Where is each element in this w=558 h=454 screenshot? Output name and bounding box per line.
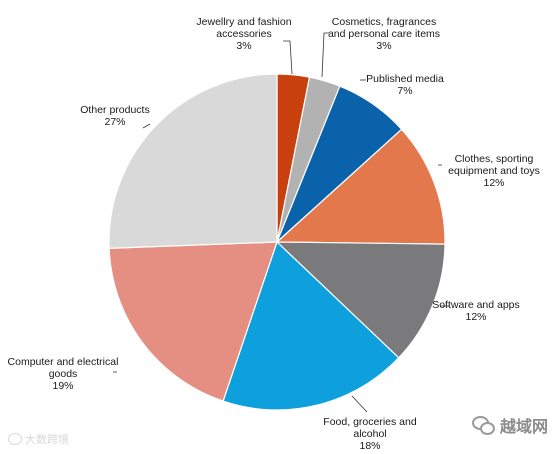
pie-slice (108, 73, 278, 249)
pie-slice (222, 240, 400, 411)
slice-category-label: and personal care items (328, 28, 440, 40)
slice-category-label: Software and apps (432, 299, 520, 311)
slice-category-label: Computer and electrical (8, 356, 119, 368)
slice-percent-label: 3% (376, 40, 391, 52)
slice-category-label: Cosmetics, fragrances (332, 16, 436, 28)
leader-line (283, 40, 293, 75)
slice-percent-label: 7% (397, 85, 412, 97)
slice-percent-label: 12% (483, 177, 504, 189)
slice-category-label: Food, groceries and (323, 416, 417, 428)
watermark-right: 越域网 (471, 413, 548, 437)
slice-percent-label: 12% (465, 311, 486, 323)
slice-percent-label: 27% (104, 116, 125, 128)
slice-category-label: Other products (80, 104, 149, 116)
slice-category-label: Jewellry and fashion (196, 16, 291, 28)
pie-slice (275, 128, 446, 245)
slice-percent-label: 19% (52, 380, 73, 392)
slice-category-label: goods (49, 368, 78, 380)
leader-line (321, 32, 329, 78)
slice-category-label: accessories (216, 28, 271, 40)
pie-slice (108, 241, 278, 402)
slice-labels: Jewellry and fashionaccessories3%Cosmeti… (8, 16, 540, 452)
slice-category-label: Clothes, sporting (455, 153, 534, 165)
wechat-icon (471, 416, 495, 435)
pie-slice (275, 241, 446, 359)
slice-percent-label: 3% (236, 40, 251, 52)
watermark-left: 大数跨境 (8, 431, 69, 447)
pie-slices (108, 73, 446, 411)
watermark-left-text: 大数跨境 (25, 433, 69, 446)
slice-percent-label: 18% (359, 440, 380, 452)
weibo-icon (8, 433, 22, 445)
watermark-right-text: 越域网 (499, 417, 548, 436)
leader-line (351, 395, 368, 413)
slice-category-label: Published media (366, 73, 444, 85)
slice-category-label: alcohol (353, 428, 386, 440)
leader-line (142, 123, 151, 129)
slice-category-label: equipment and toys (448, 165, 540, 177)
